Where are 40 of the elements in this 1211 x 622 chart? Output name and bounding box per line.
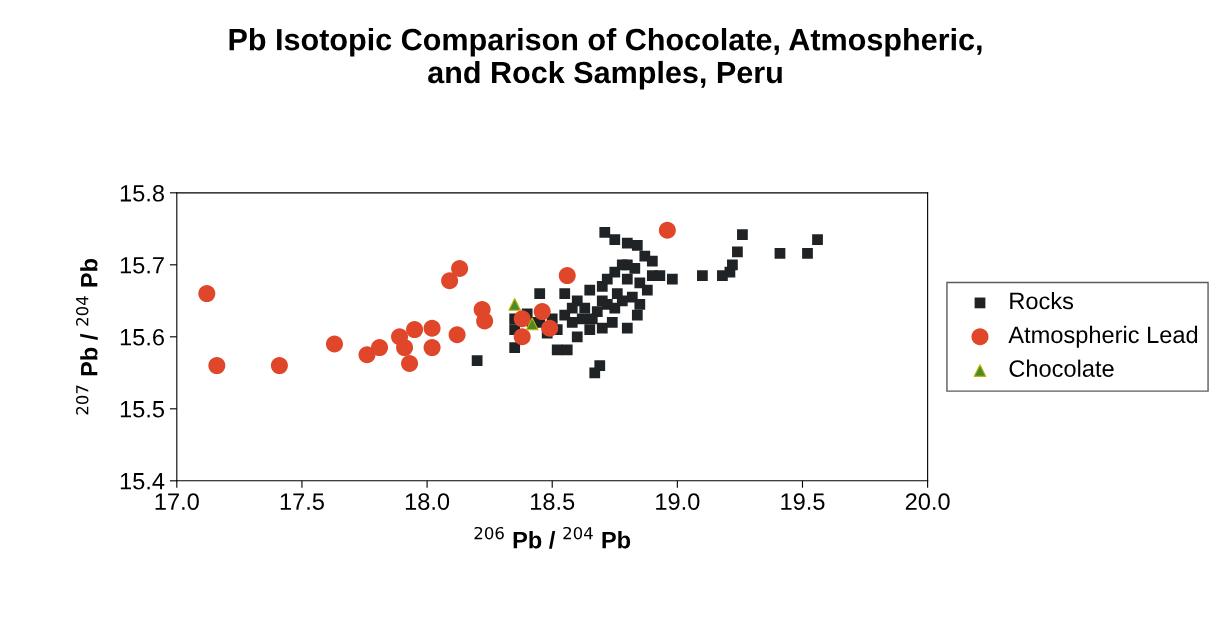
x-tick-label: 19.0 <box>656 493 700 510</box>
point <box>396 339 414 357</box>
y-tick-label: 15.6 <box>120 328 164 346</box>
legend-label: Rocks <box>1010 291 1074 310</box>
y-tick-label: 15.7 <box>120 257 164 274</box>
y-tick-label: 15.8 <box>120 184 164 202</box>
point <box>423 339 441 357</box>
point <box>401 354 419 372</box>
point <box>448 326 466 344</box>
point <box>476 312 494 330</box>
point <box>541 319 559 337</box>
legend-label: Chocolate <box>1009 359 1114 377</box>
y-tick-label: 15.5 <box>120 401 165 418</box>
point <box>270 357 288 375</box>
point <box>451 259 469 277</box>
point <box>325 335 343 353</box>
point <box>658 221 676 239</box>
legend-label: Atmospheric Lead <box>1008 325 1198 348</box>
point <box>513 328 531 346</box>
point <box>371 339 389 357</box>
point <box>533 303 551 321</box>
point <box>508 298 522 311</box>
x-tick-label: 18.5 <box>531 493 575 510</box>
y-tick-label: 15.4 <box>120 473 165 490</box>
x-tick-label: 17.5 <box>280 493 324 510</box>
x-tick-label: 17.0 <box>155 493 199 510</box>
point <box>406 321 424 339</box>
point <box>558 267 576 285</box>
point <box>423 319 441 337</box>
point <box>208 357 226 375</box>
point <box>198 285 216 303</box>
x-tick-label: 20.0 <box>905 493 950 510</box>
point <box>441 272 459 290</box>
point <box>513 310 531 328</box>
y-axis-title: $^{207}$ Pb / $^{204}$ Pb <box>76 258 98 415</box>
chart-title: Pb Isotopic Comparison of Chocolate, Atmospheric, and Rock Samples, Peru <box>229 27 982 90</box>
x-axis-title: $^{206}$ Pb / $^{204}$ Pb <box>474 526 631 549</box>
x-tick-label: 18.0 <box>405 493 450 510</box>
x-tick-label: 19.5 <box>781 493 825 510</box>
point <box>358 346 376 364</box>
